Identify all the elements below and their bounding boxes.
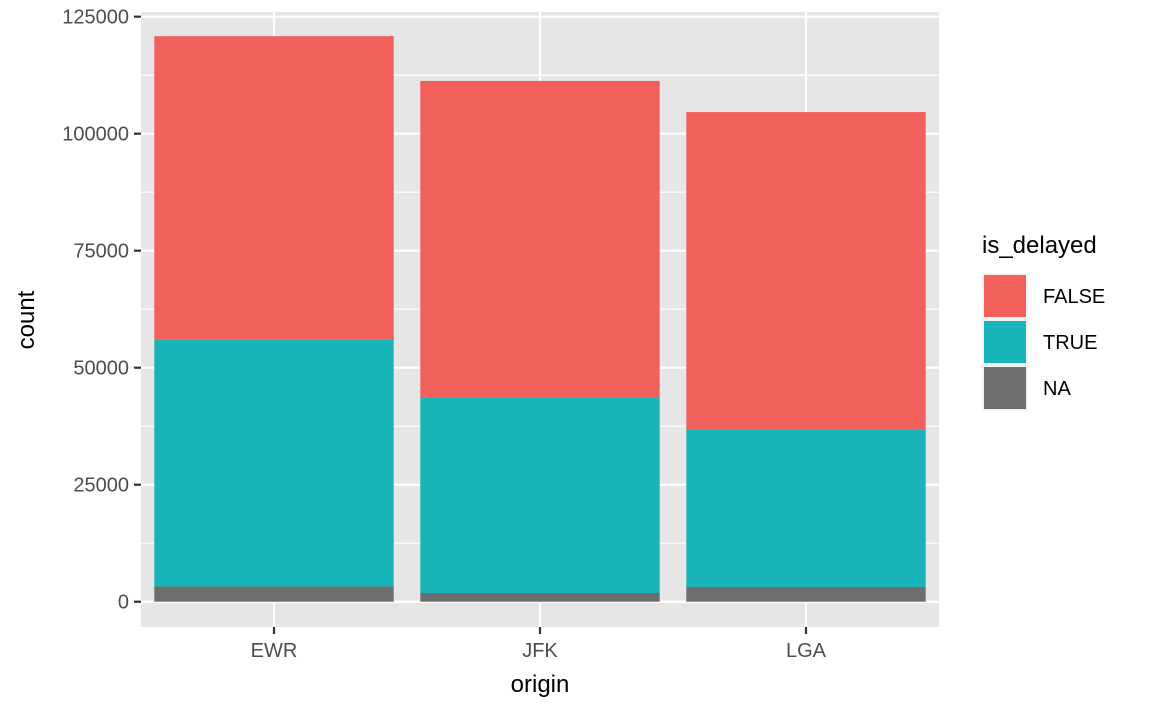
x-tick-label: LGA xyxy=(786,640,827,662)
bars xyxy=(154,36,926,602)
legend-swatch-true xyxy=(984,321,1026,363)
bar-ewr-true xyxy=(154,339,394,587)
y-tick-label: 0 xyxy=(118,592,129,614)
bar-jfk-na xyxy=(420,593,660,602)
x-tick-label: JFK xyxy=(522,640,558,662)
bar-lga-true xyxy=(686,429,926,587)
bar-lga-na xyxy=(686,586,926,602)
y-tick-label: 100000 xyxy=(62,124,129,146)
legend-label-true: TRUE xyxy=(1043,332,1097,354)
legend-swatch-false xyxy=(984,275,1026,317)
y-tick-label: 75000 xyxy=(73,241,129,263)
y-tick-label: 25000 xyxy=(73,475,129,497)
legend-swatch-na xyxy=(984,367,1026,409)
legend-items: FALSE TRUE NA xyxy=(982,273,1105,411)
y-axis-title: count xyxy=(13,290,40,349)
legend: is_delayed FALSE TRUE NA xyxy=(982,232,1105,411)
bar-jfk-false xyxy=(420,80,660,398)
y-axis: 0 25000 50000 75000 100000 125000 xyxy=(62,7,141,614)
y-tick-label: 50000 xyxy=(73,358,129,380)
bar-lga-false xyxy=(686,112,926,430)
bar-jfk-true xyxy=(420,397,660,594)
bar-ewr-na xyxy=(154,586,394,602)
x-axis: EWR JFK LGA xyxy=(251,627,827,662)
legend-label-na: NA xyxy=(1043,378,1071,400)
y-tick-label: 125000 xyxy=(62,7,129,29)
x-tick-label: EWR xyxy=(251,640,298,662)
x-axis-title: origin xyxy=(511,671,570,698)
legend-label-false: FALSE xyxy=(1043,286,1105,308)
legend-title: is_delayed xyxy=(982,232,1097,259)
bar-ewr-false xyxy=(154,36,394,340)
